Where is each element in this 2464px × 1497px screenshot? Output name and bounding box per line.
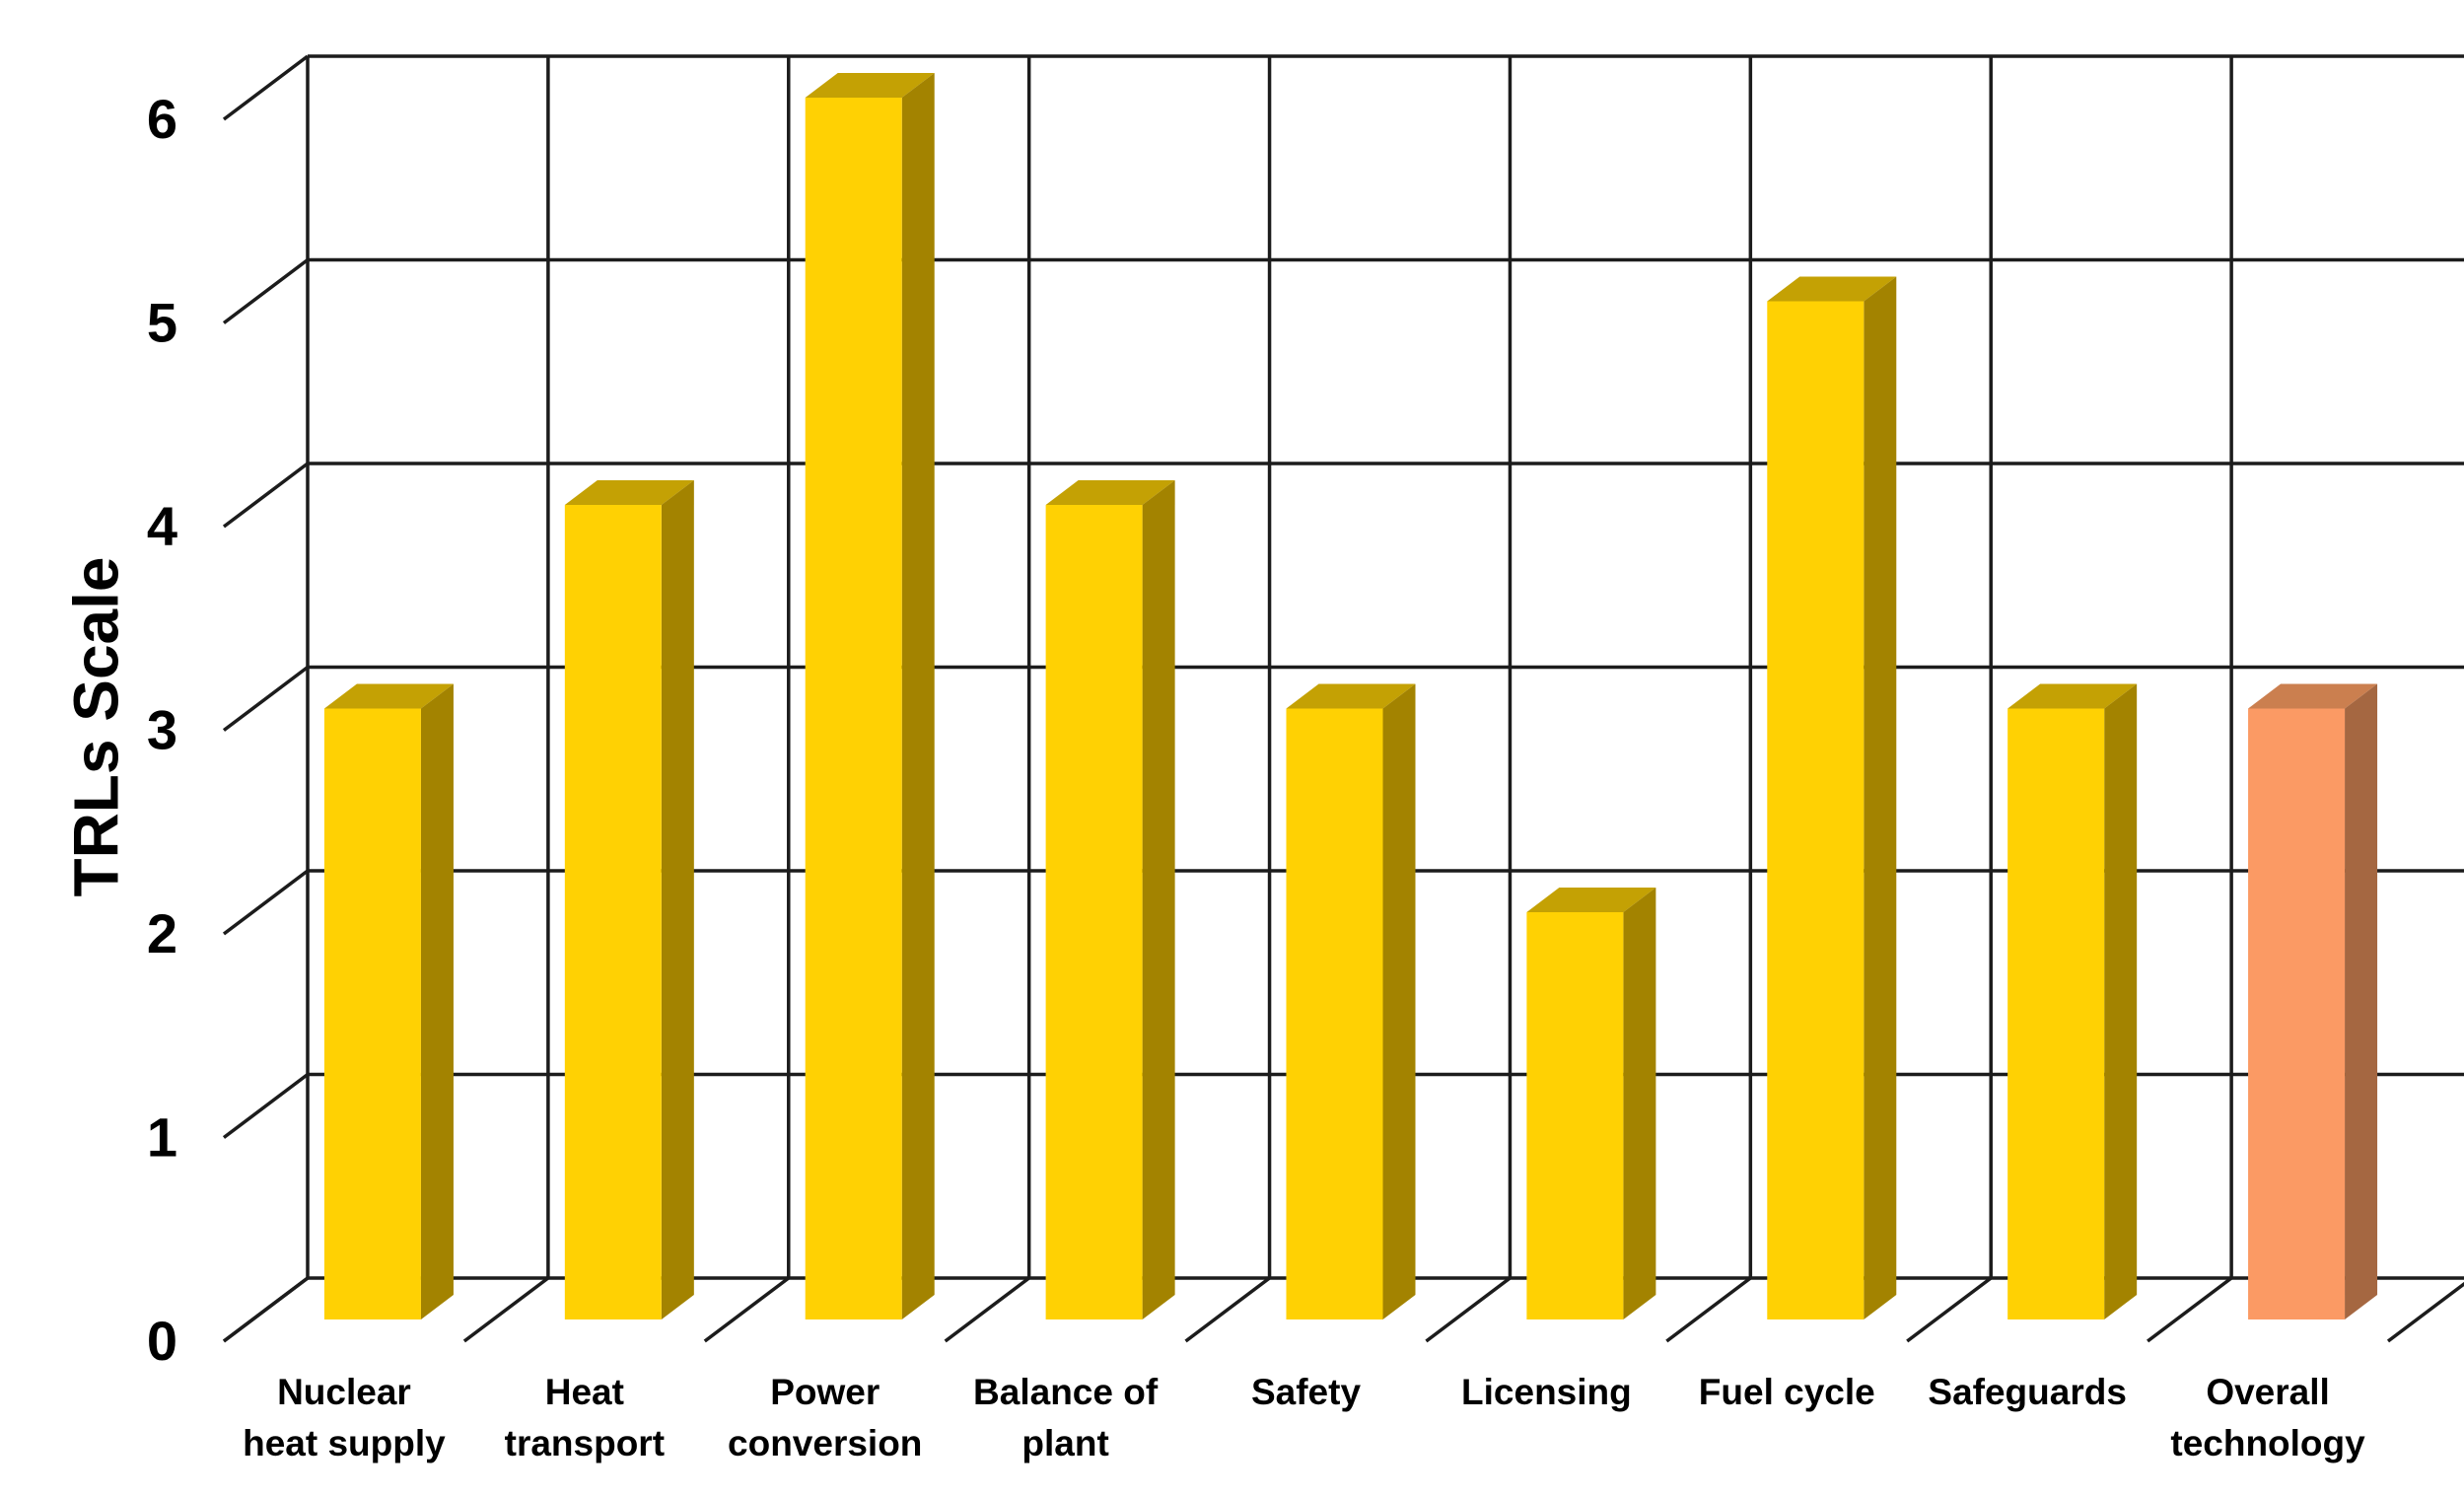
bar-top-face-fuel-cycle bbox=[1767, 276, 1897, 302]
bar-top-face-overall-technology bbox=[2248, 683, 2378, 709]
bar-side-face-safety bbox=[1382, 683, 1416, 1319]
bars-layer bbox=[323, 73, 2378, 1319]
bar-top-face-nuclear-heat-supply bbox=[323, 683, 454, 709]
bar-side-face-overall-technology bbox=[2345, 683, 2378, 1319]
y-tick-5 bbox=[222, 258, 310, 324]
category-label-licensing: Licensing bbox=[1461, 1372, 1632, 1412]
bar-front-face-licensing bbox=[1526, 912, 1624, 1319]
bar-balance-of-plant bbox=[1045, 480, 1175, 1319]
bar-nuclear-heat-supply bbox=[323, 683, 454, 1319]
y-tick-4 bbox=[222, 462, 310, 529]
y-tick-3 bbox=[222, 666, 310, 732]
bar-side-face-safeguards bbox=[2104, 683, 2138, 1319]
bar-heat-transport bbox=[564, 480, 694, 1319]
y-tick-label-6: 6 bbox=[147, 88, 177, 150]
bar-top-face-safety bbox=[1286, 683, 1416, 709]
y-tick-label-0: 0 bbox=[147, 1310, 177, 1372]
bar-top-face-balance-of-plant bbox=[1045, 480, 1175, 505]
bar-top-face-safeguards bbox=[2007, 683, 2138, 709]
y-tick-label-2: 2 bbox=[147, 902, 177, 964]
bar-top-face-heat-transport bbox=[564, 480, 694, 505]
floor-divider-0 bbox=[222, 1276, 310, 1343]
bar-front-face-safety bbox=[1286, 708, 1383, 1319]
y-tick-6 bbox=[222, 54, 310, 121]
floor-divider-2 bbox=[703, 1276, 790, 1343]
y-tick-label-5: 5 bbox=[147, 292, 177, 354]
bar-front-face-safeguards bbox=[2007, 708, 2105, 1319]
floor-divider-5 bbox=[1425, 1276, 1512, 1343]
bar-side-face-fuel-cycle bbox=[1864, 276, 1897, 1319]
bar-overall-technology bbox=[2248, 683, 2378, 1319]
bar-front-face-nuclear-heat-supply bbox=[323, 708, 421, 1319]
labels-layer: TRLs Scale 0 1 2 3 4 5 6 Nuclear heat supply Heat… bbox=[60, 88, 2365, 1463]
bar-front-face-fuel-cycle bbox=[1767, 301, 1865, 1319]
bar-top-face-power-conversion bbox=[805, 73, 935, 98]
category-label-overall-technology: Overall technology bbox=[2170, 1372, 2365, 1463]
bar-side-face-power-conversion bbox=[901, 73, 935, 1319]
category-label-safety: Safety bbox=[1251, 1372, 1361, 1412]
floor-divider-3 bbox=[944, 1276, 1030, 1343]
bar-licensing bbox=[1526, 888, 1656, 1319]
floor-divider-4 bbox=[1184, 1276, 1271, 1343]
trl-3d-bar-chart: TRLs Scale 0 1 2 3 4 5 6 Nuclear heat supply Heat… bbox=[60, 54, 2464, 1463]
bar-front-face-overall-technology bbox=[2248, 708, 2346, 1319]
bar-power-conversion bbox=[805, 73, 935, 1319]
y-tick-label-3: 3 bbox=[147, 699, 177, 761]
floor-divider-7 bbox=[1906, 1276, 1993, 1343]
category-label-nuclear-heat-supply: Nuclear heat supply bbox=[243, 1372, 446, 1463]
floor-divider-8 bbox=[2147, 1276, 2233, 1343]
category-label-safeguards: Safeguards bbox=[1928, 1372, 2127, 1412]
bar-side-face-heat-transport bbox=[661, 480, 694, 1319]
category-label-fuel-cycle: Fuel cycle bbox=[1699, 1372, 1875, 1412]
y-tick-label-1: 1 bbox=[147, 1106, 177, 1169]
bar-front-face-power-conversion bbox=[805, 98, 902, 1319]
category-label-power-conversion: Power conversion bbox=[728, 1372, 922, 1463]
y-tick-1 bbox=[222, 1073, 310, 1139]
bar-side-face-licensing bbox=[1623, 888, 1656, 1319]
floor-divider-6 bbox=[1665, 1276, 1752, 1343]
bar-front-face-balance-of-plant bbox=[1045, 505, 1143, 1319]
bar-side-face-nuclear-heat-supply bbox=[420, 683, 454, 1319]
bar-side-face-balance-of-plant bbox=[1142, 480, 1175, 1319]
bar-safeguards bbox=[2007, 683, 2138, 1319]
floor-divider-9 bbox=[2386, 1281, 2464, 1343]
bar-top-face-licensing bbox=[1526, 888, 1656, 912]
trl-bar-chart-figure: TRLs Scale 0 1 2 3 4 5 6 Nuclear heat supply Heat… bbox=[39, 16, 2464, 1492]
bar-fuel-cycle bbox=[1767, 276, 1897, 1319]
category-label-heat-transport: Heat transport bbox=[505, 1372, 665, 1463]
y-tick-label-4: 4 bbox=[147, 495, 177, 557]
y-axis-title: TRLs Scale bbox=[60, 556, 131, 896]
y-tick-2 bbox=[222, 869, 310, 936]
floor-divider-1 bbox=[462, 1276, 549, 1343]
category-label-balance-of-plant: Balance of plant bbox=[973, 1372, 1159, 1463]
bar-front-face-heat-transport bbox=[564, 505, 662, 1319]
bar-safety bbox=[1286, 683, 1416, 1319]
